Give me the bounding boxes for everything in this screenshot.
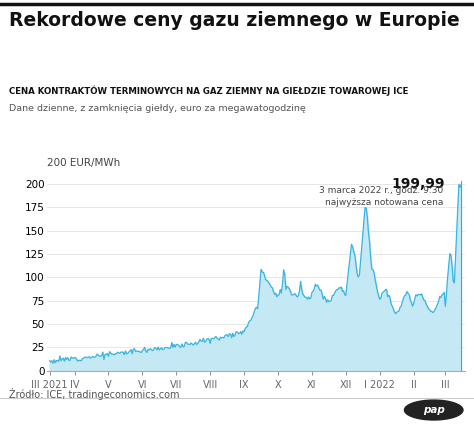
Ellipse shape <box>404 400 463 420</box>
Text: 3 marca 2022 r., godz. 9:30
najwyższa notowana cena: 3 marca 2022 r., godz. 9:30 najwyższa no… <box>319 186 443 207</box>
Text: Rekordowe ceny gazu ziemnego w Europie: Rekordowe ceny gazu ziemnego w Europie <box>9 11 460 30</box>
Text: Źródło: ICE, tradingeconomics.com: Źródło: ICE, tradingeconomics.com <box>9 388 180 400</box>
Text: pap: pap <box>423 405 445 415</box>
Text: 199,99: 199,99 <box>392 178 445 191</box>
Text: CENA KONTRAKTÓW TERMINOWYCH NA GAZ ZIEMNY NA GIEŁDZIE TOWAROWEJ ICE: CENA KONTRAKTÓW TERMINOWYCH NA GAZ ZIEMN… <box>9 85 409 96</box>
Text: 200 EUR/MWh: 200 EUR/MWh <box>47 158 121 168</box>
Text: Dane dzienne, z zamknięcia giełdy, euro za megawatogodzinę: Dane dzienne, z zamknięcia giełdy, euro … <box>9 104 306 113</box>
